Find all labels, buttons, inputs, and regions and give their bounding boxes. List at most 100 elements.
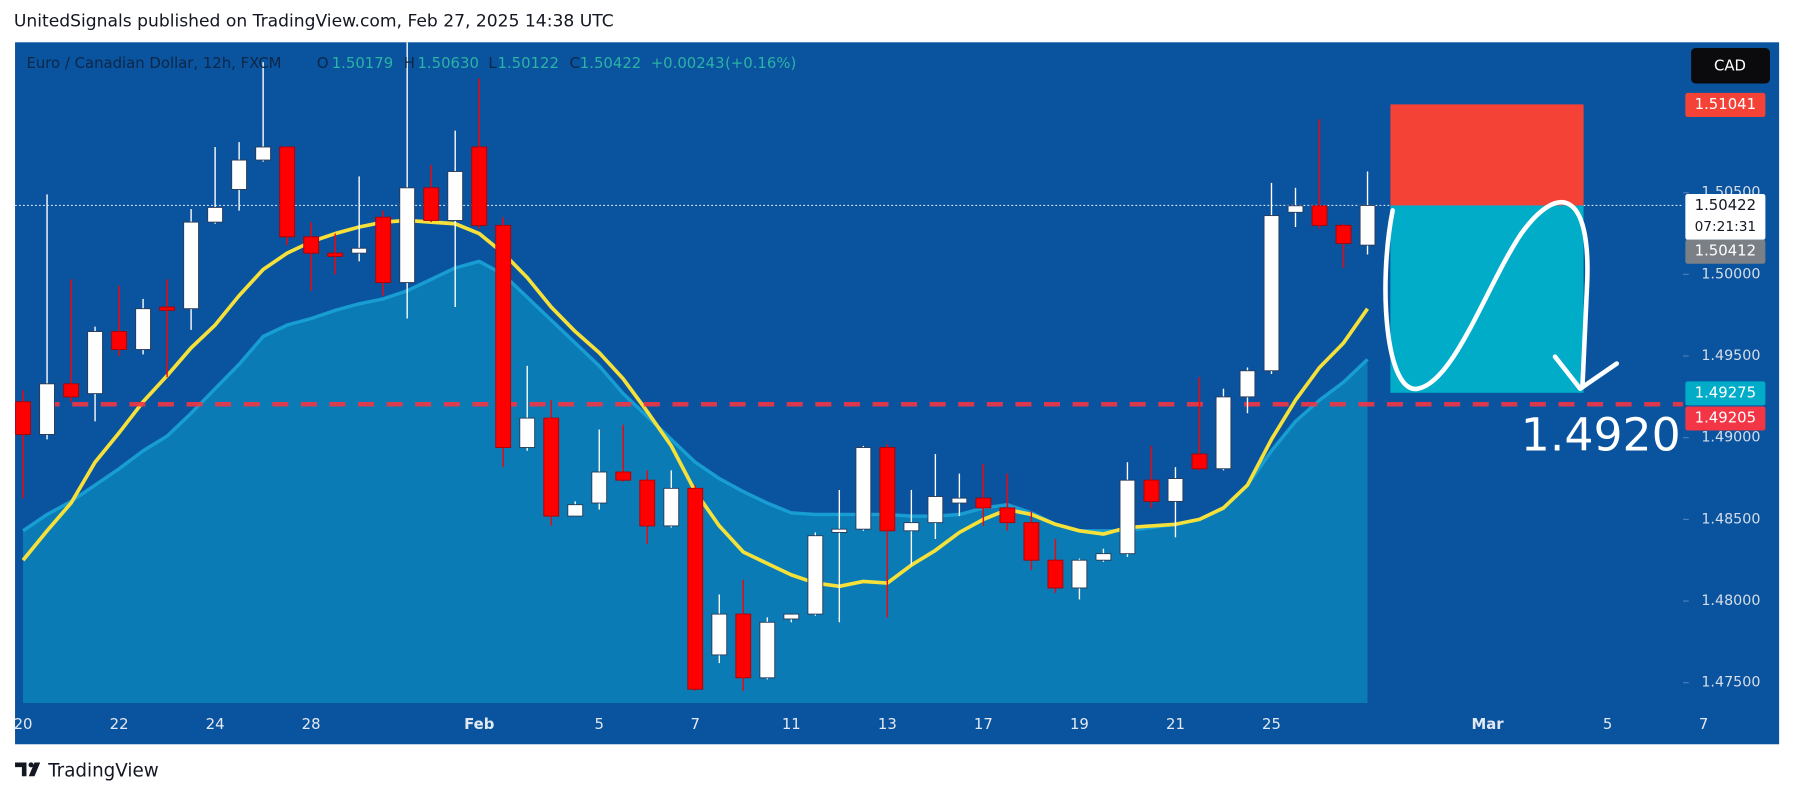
candle-body	[927, 496, 944, 524]
y-tick-label: 1.48000	[1701, 593, 1760, 609]
x-tick-label: 17	[974, 715, 993, 733]
candle-body	[1215, 396, 1232, 470]
y-tick-label: 1.48500	[1701, 511, 1760, 527]
legend-title: Euro / Canadian Dollar, 12h, FXCM	[26, 54, 281, 72]
currency-label: CAD	[1714, 56, 1746, 74]
x-tick-label: 7	[691, 715, 700, 733]
candle-body	[15, 401, 31, 435]
candle-body	[1023, 522, 1040, 561]
candle-body	[1191, 453, 1208, 470]
candle-body	[711, 613, 728, 656]
stop-price-label: 1.51041	[1695, 95, 1756, 113]
legend-value: 1.50122	[497, 54, 558, 72]
candle-body	[183, 221, 199, 310]
y-tick-label: 1.47500	[1701, 675, 1760, 691]
x-tick-label: 28	[302, 715, 321, 733]
candle-body	[1143, 479, 1160, 502]
candle-body	[543, 417, 560, 517]
x-tick-label: 22	[110, 715, 129, 733]
overlay: 1.4920	[1383, 104, 1681, 461]
publish-header: UnitedSignals published on TradingView.c…	[14, 12, 614, 32]
x-tick-label: 13	[878, 715, 897, 733]
ma-line	[22, 259, 1369, 533]
candle-body	[975, 497, 992, 509]
level-price-label: 1.49205	[1695, 409, 1756, 427]
candle-body	[1359, 205, 1376, 246]
candle-body	[135, 308, 151, 350]
candle-body	[159, 306, 175, 311]
footer-brand: TradingView	[47, 761, 159, 782]
candle-body	[591, 471, 608, 504]
legend-change-percent: (+0.16%)	[725, 54, 796, 72]
annotation: 1.4920	[1521, 408, 1681, 461]
candle-body	[759, 621, 776, 679]
candle-body	[327, 252, 344, 257]
x-tick-label: Feb	[464, 715, 494, 733]
candle-body	[735, 613, 752, 679]
y-tick-label: 1.49000	[1701, 430, 1760, 446]
level-price-label-box	[1685, 406, 1766, 431]
candle-body	[471, 146, 488, 226]
candle-body	[111, 331, 127, 350]
legend-key: H	[404, 54, 415, 72]
candle-body	[375, 216, 392, 284]
candle-body	[399, 187, 416, 284]
candle-body	[423, 187, 440, 221]
x-tick-label: 24	[206, 715, 225, 733]
candle-body	[1239, 370, 1256, 398]
candle-body	[1095, 553, 1112, 561]
x-tick-label: 19	[1070, 715, 1089, 733]
countdown-label: 07:21:31	[1695, 219, 1757, 235]
x-tick-label: 25	[1262, 715, 1281, 733]
x-tick-label: Mar	[1471, 715, 1504, 733]
candle-body	[1263, 215, 1280, 372]
stop-price-label-box	[1685, 92, 1766, 117]
price-label: 1.50412	[1695, 242, 1756, 260]
tradingview-logo	[15, 762, 41, 777]
candle-body	[63, 383, 79, 398]
candle-body	[1119, 479, 1136, 555]
target-price-label: 1.49275	[1695, 383, 1756, 401]
candle-body	[783, 613, 800, 620]
candle-body	[303, 236, 320, 254]
drawn-arrowhead	[1552, 354, 1620, 391]
candle-body	[231, 159, 248, 190]
candle-body	[279, 146, 296, 238]
legend-value: 1.50179	[332, 54, 393, 72]
candle-body	[87, 331, 103, 395]
x-tick-label: 21	[1166, 715, 1185, 733]
ma-area	[23, 261, 1368, 704]
legend-value: 1.50422	[580, 54, 641, 72]
candle-body	[1071, 559, 1088, 589]
candle-body	[351, 247, 368, 254]
x-tick-label: 5	[595, 715, 604, 733]
candle-body	[1311, 205, 1328, 226]
candle-body	[879, 447, 896, 532]
legend-key: C	[570, 54, 580, 72]
candle-body	[831, 528, 848, 533]
candle-body	[639, 479, 656, 527]
plot-area	[15, 42, 1684, 704]
candle-body	[1047, 559, 1064, 589]
y-tick-label: 1.49500	[1701, 348, 1760, 364]
stop-zone	[1390, 104, 1584, 206]
candle-body	[663, 487, 680, 527]
target-price-label-box	[1685, 381, 1766, 406]
legend-key: O	[317, 54, 329, 72]
candle-body	[903, 522, 920, 532]
candle-body	[687, 487, 704, 690]
currency-box	[1691, 48, 1770, 84]
legend-change: +0.00243	[651, 54, 725, 72]
candle-body	[1167, 478, 1184, 502]
x-tick-label: 7	[1699, 715, 1708, 733]
candle-body	[1287, 205, 1304, 213]
candle-body	[39, 383, 55, 435]
candle-body	[495, 224, 512, 448]
legend-key: L	[488, 54, 497, 72]
candle-body	[999, 507, 1016, 524]
candle-body	[615, 471, 632, 481]
last-price-box	[1685, 194, 1766, 240]
price-label-box	[1685, 239, 1766, 264]
legend-value: 1.50630	[417, 54, 478, 72]
y-tick-label: 1.50000	[1701, 266, 1760, 282]
